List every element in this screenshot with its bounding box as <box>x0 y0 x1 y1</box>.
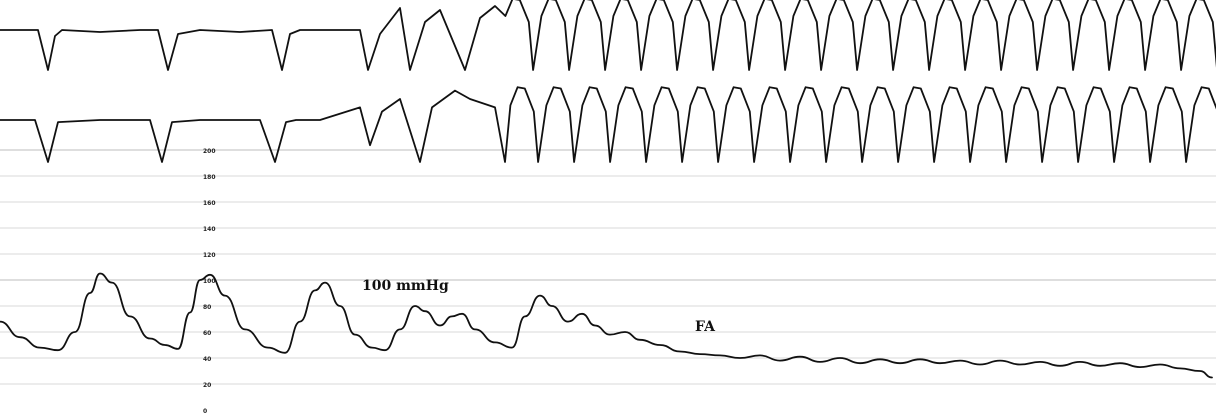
ecg-lead-1-trace <box>0 0 1216 71</box>
arterial-pressure-trace <box>0 272 1213 379</box>
tick-label-200: 200 <box>203 148 216 155</box>
pressure-scale-label: 100 mmHg <box>362 278 449 294</box>
tick-label-160: 160 <box>203 200 216 207</box>
pressure-axis-ticks: 0 20 40 60 80 100 120 140 160 180 200 <box>203 148 216 415</box>
tick-label-100: 100 <box>203 278 216 285</box>
ecg-lead-2-trace <box>0 86 1216 163</box>
pressure-grid <box>0 149 1216 385</box>
tick-label-140: 140 <box>203 226 216 233</box>
tick-label-120: 120 <box>203 252 216 259</box>
tick-label-60: 60 <box>203 330 211 337</box>
tick-label-20: 20 <box>203 382 211 389</box>
tick-label-0: 0 <box>203 408 207 415</box>
tick-label-40: 40 <box>203 356 211 363</box>
tick-label-80: 80 <box>203 304 211 311</box>
tick-label-180: 180 <box>203 174 216 181</box>
rhythm-label: FA <box>695 319 716 335</box>
